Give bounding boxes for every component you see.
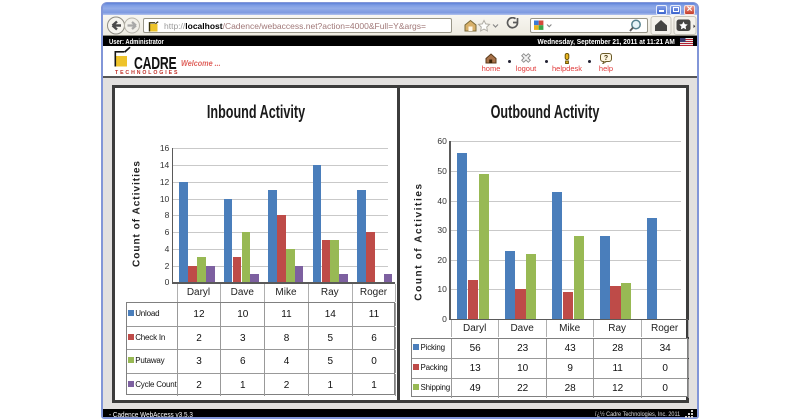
svg-text:?: ? [604,55,608,62]
